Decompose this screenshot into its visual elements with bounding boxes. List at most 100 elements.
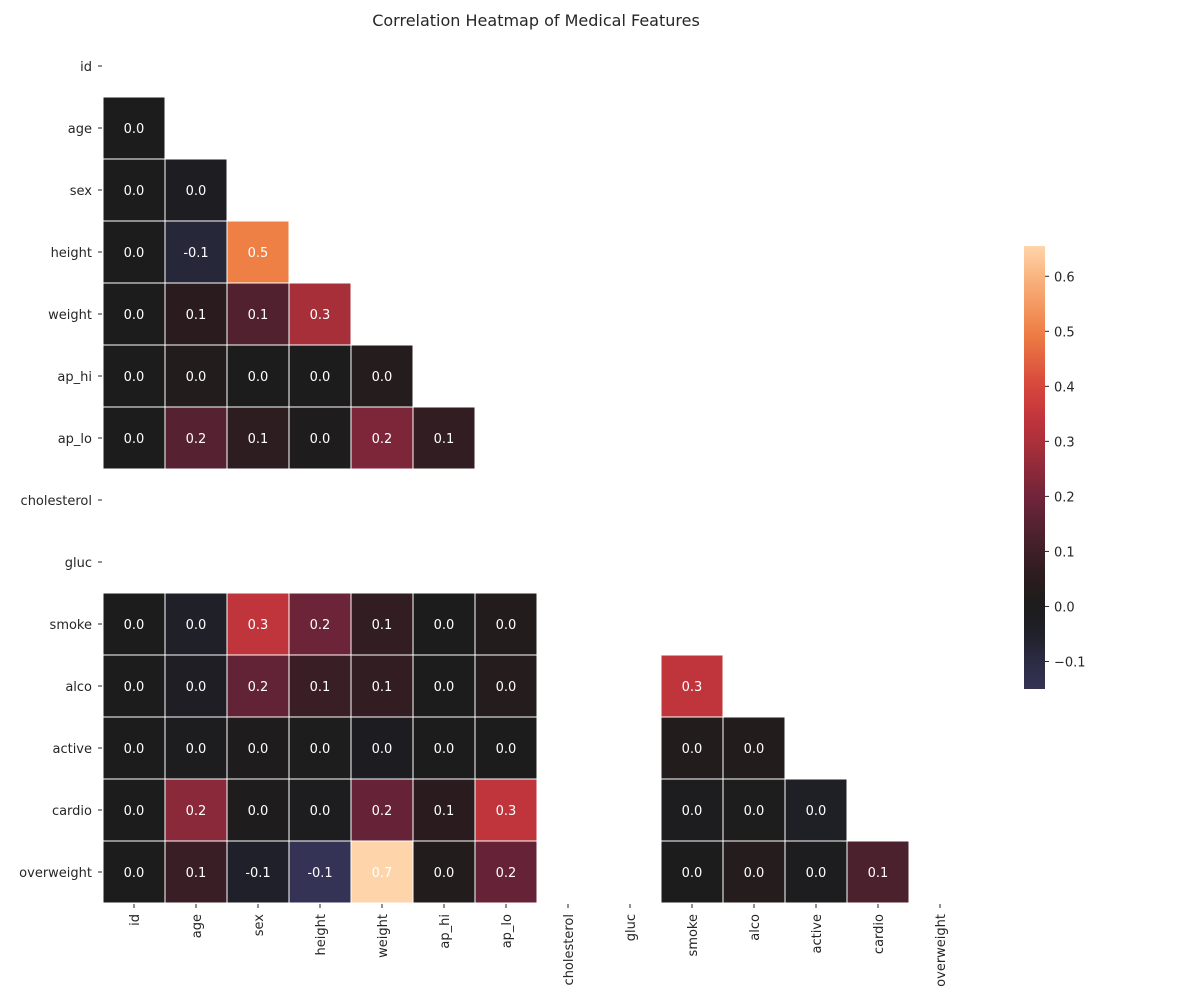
x-tick-label-alco: alco [748,914,763,941]
x-tick-label-cholesterol: cholesterol [562,914,577,985]
heatmap-cell-overweight-ap_lo [474,840,538,904]
y-tick-label-active: active [52,742,92,757]
cell-value-label: 0.2 [372,804,393,819]
cell-value-label: 0.0 [496,680,517,695]
heatmap-cell-overweight-alco [722,840,786,904]
cell-value-label: 0.0 [124,804,145,819]
y-tick-label-smoke: smoke [50,618,92,633]
y-tick-label-cardio: cardio [52,804,92,819]
heatmap-cell-alco-id [102,654,166,718]
x-tick-label-age: age [190,914,205,938]
heatmap-cell-weight-height [288,282,352,346]
cell-value-label: 0.0 [248,804,269,819]
heatmap-cell-ap_hi-height [288,344,352,408]
x-tick-label-gluc: gluc [624,914,639,941]
y-tick-label-cholesterol: cholesterol [21,494,92,509]
heatmap-cell-ap_lo-sex [226,406,290,470]
heatmap-cell-overweight-cardio [846,840,910,904]
heatmap-cell-ap_lo-weight [350,406,414,470]
colorbar-tick-label: 0.6 [1054,270,1075,285]
x-tick-label-id: id [128,914,143,926]
cell-value-label: 0.0 [744,742,765,757]
heatmap-cell-overweight-ap_hi [412,840,476,904]
heatmap-cell-smoke-id [102,592,166,656]
x-tick-label-sex: sex [252,914,267,937]
cell-value-label: 0.1 [248,308,269,323]
heatmap-cell-active-height [288,716,352,780]
x-tick-labels: id age sex height weight ap_hi ap_lo cholestero… [128,904,949,987]
cell-value-label: 0.0 [310,370,331,385]
heatmap-cell-active-sex [226,716,290,780]
cell-value-label: 0.1 [186,308,207,323]
cell-value-label: 0.0 [186,680,207,695]
colorbar-tick-label: 0.4 [1054,380,1075,395]
y-tick-label-gluc: gluc [65,556,92,571]
heatmap-cell-cardio-weight [350,778,414,842]
cell-value-label: 0.0 [744,804,765,819]
y-tick-label-sex: sex [70,184,93,199]
heatmap-cell-active-id [102,716,166,780]
heatmap-cell-smoke-height [288,592,352,656]
cell-value-label: -0.1 [245,866,270,881]
chart-title: Correlation Heatmap of Medical Features [372,11,700,30]
cell-value-label: 0.0 [806,804,827,819]
colorbar-tick-label: 0.2 [1054,490,1075,505]
heatmap-cell-height-sex [226,220,290,284]
cell-value-label: 0.0 [682,804,703,819]
colorbar: −0.1 0.0 0.1 0.2 0.3 0.4 0.5 0.6 [1024,246,1086,689]
cell-value-label: 0.0 [124,308,145,323]
colorbar-tick-label: −0.1 [1054,655,1086,670]
cell-value-label: 0.5 [248,246,269,261]
cell-value-label: 0.0 [186,184,207,199]
x-tick-label-cardio: cardio [872,914,887,954]
x-tick-label-smoke: smoke [686,914,701,956]
y-tick-label-id: id [80,60,92,75]
cell-value-label: 0.0 [248,742,269,757]
cell-value-label: 0.0 [248,370,269,385]
colorbar-gradient [1024,246,1045,689]
heatmap-cell-sex-age [164,158,228,222]
cell-value-label: 0.0 [124,680,145,695]
cell-value-label: 0.0 [124,246,145,261]
y-tick-labels: id age sex height weight ap_hi ap_lo cholestero… [19,60,102,881]
heatmap-cell-weight-age [164,282,228,346]
cell-value-label: 0.2 [372,432,393,447]
heatmap-cell-ap_lo-ap_hi [412,406,476,470]
cell-value-label: 0.0 [434,866,455,881]
cell-value-label: 0.0 [496,742,517,757]
heatmap-cell-ap_hi-age [164,344,228,408]
colorbar-tick-label: 0.5 [1054,325,1075,340]
cell-value-label: 0.2 [186,432,207,447]
colorbar-tick-label: 0.3 [1054,435,1075,450]
cell-value-label: 0.1 [434,432,455,447]
cell-value-label: 0.0 [682,866,703,881]
y-tick-label-overweight: overweight [19,866,92,881]
heatmap-cell-smoke-ap_lo [474,592,538,656]
heatmap-cell-smoke-ap_hi [412,592,476,656]
cell-value-label: 0.0 [372,742,393,757]
heatmap-cell-cardio-alco [722,778,786,842]
y-tick-label-weight: weight [48,308,92,323]
cell-value-label: 0.3 [682,680,703,695]
heatmap-cell-cardio-ap_hi [412,778,476,842]
heatmap-cell-ap_lo-age [164,406,228,470]
heatmap-cell-cardio-height [288,778,352,842]
cell-value-label: 0.0 [186,618,207,633]
cell-value-label: 0.3 [310,308,331,323]
heatmap-cell-overweight-weight [350,840,414,904]
x-tick-label-height: height [314,914,329,955]
cell-value-label: 0.0 [682,742,703,757]
heatmap-cell-active-alco [722,716,786,780]
y-tick-label-ap_hi: ap_hi [57,370,92,385]
cell-value-label: 0.0 [124,370,145,385]
cell-value-label: 0.0 [124,742,145,757]
heatmap-cell-cardio-ap_lo [474,778,538,842]
heatmap-cell-cardio-age [164,778,228,842]
heatmap-cell-cardio-sex [226,778,290,842]
cell-value-label: 0.0 [186,742,207,757]
heatmap-cell-overweight-id [102,840,166,904]
cell-value-label: 0.3 [248,618,269,633]
cell-value-label: 0.0 [310,742,331,757]
cell-value-label: 0.0 [372,370,393,385]
